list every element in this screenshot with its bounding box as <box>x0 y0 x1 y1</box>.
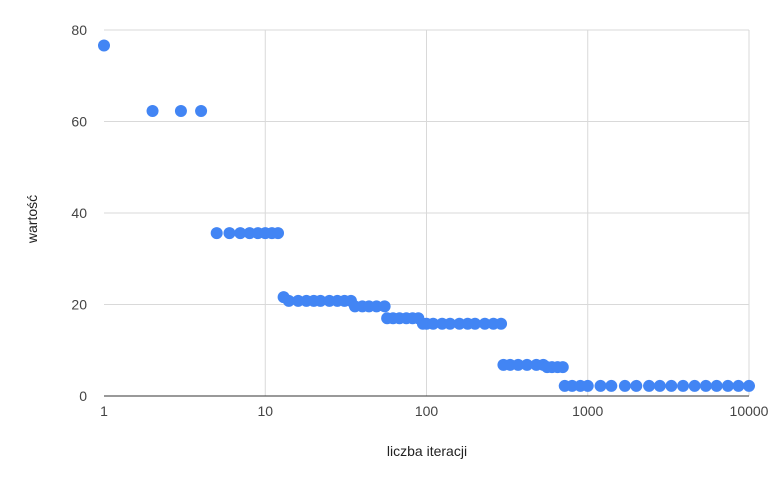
tick-labels: 0 20 40 60 80 1 10 100 1000 10000 <box>71 22 768 419</box>
data-point <box>699 379 712 392</box>
data-point <box>282 294 295 307</box>
data-point <box>314 294 327 307</box>
data-point <box>427 317 440 330</box>
data-point <box>630 379 643 392</box>
x-tick-label: 1 <box>100 403 108 419</box>
data-point <box>556 361 569 374</box>
data-point <box>98 39 110 52</box>
data-point <box>688 379 701 392</box>
y-tick-label: 20 <box>71 297 87 313</box>
x-tick-label: 1000 <box>572 403 603 419</box>
x-tick-label: 10 <box>257 403 273 419</box>
data-point <box>566 379 579 392</box>
x-axis-title: liczba iteracji <box>387 443 467 459</box>
gridlines <box>104 29 750 396</box>
x-tick-label: 10000 <box>730 403 769 419</box>
data-point <box>478 317 491 330</box>
data-point <box>677 379 690 392</box>
data-point <box>469 317 482 330</box>
y-tick-label: 0 <box>79 388 87 404</box>
data-point <box>594 379 607 392</box>
data-point <box>378 300 391 313</box>
data-point <box>444 317 457 330</box>
data-point <box>243 227 256 240</box>
data-point <box>743 379 755 392</box>
data-point <box>581 379 594 392</box>
data-point <box>234 227 247 240</box>
data-point <box>512 358 525 371</box>
data-point <box>732 379 745 392</box>
data-points <box>98 39 755 392</box>
data-point <box>721 379 734 392</box>
data-point <box>605 379 618 392</box>
data-point <box>195 104 208 117</box>
data-point <box>653 379 666 392</box>
x-tick-label: 100 <box>415 403 439 419</box>
data-point <box>292 294 305 307</box>
data-point <box>618 379 631 392</box>
data-point <box>223 227 236 240</box>
y-tick-label: 80 <box>71 22 87 38</box>
y-tick-label: 40 <box>71 205 87 221</box>
data-point <box>146 104 159 117</box>
data-point <box>272 227 285 240</box>
y-axis-title: wartość <box>24 195 40 244</box>
data-point <box>174 104 187 117</box>
y-tick-label: 60 <box>71 114 87 130</box>
data-point <box>520 358 533 371</box>
data-point <box>453 317 466 330</box>
data-point <box>710 379 723 392</box>
data-point <box>495 317 508 330</box>
data-point <box>210 227 223 240</box>
data-point <box>665 379 678 392</box>
data-point <box>643 379 656 392</box>
